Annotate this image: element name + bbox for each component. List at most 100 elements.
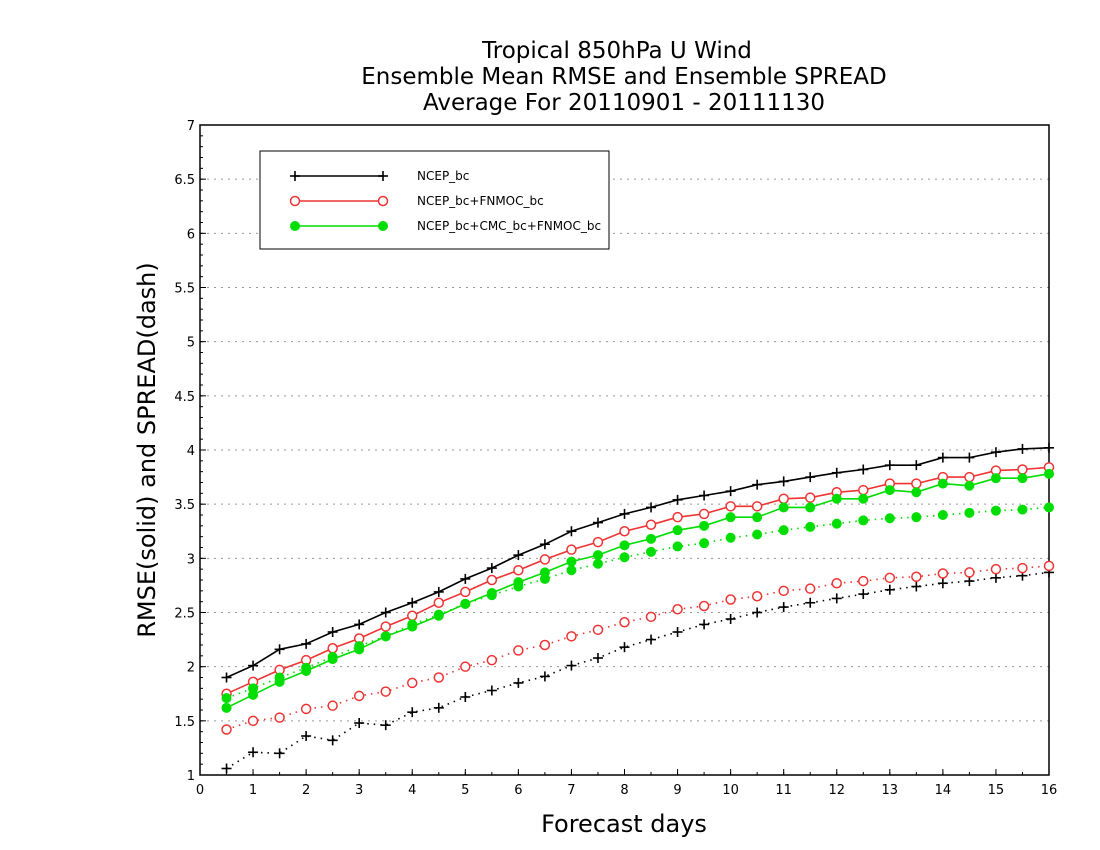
series-2-rmse-point [672, 511, 683, 523]
series-1-rmse-point [725, 486, 736, 497]
series-2-rmse-point [619, 526, 630, 537]
series-2-rmse-point [592, 536, 604, 548]
series-1-rmse-point [911, 460, 922, 471]
series-1-rmse-point [248, 660, 259, 671]
series-2-spread-point [858, 575, 869, 587]
series-2-rmse-point [778, 493, 789, 504]
series-1-rmse-point [301, 638, 312, 649]
series-1-rmse-point [1017, 443, 1028, 454]
series-3-rmse-point [725, 512, 736, 523]
y-tick-label: 6 [187, 227, 195, 242]
series-1-rmse-point [221, 672, 232, 683]
series-1-rmse-point [460, 573, 471, 584]
series-2 [221, 462, 1055, 735]
series-1-spread-point [274, 748, 285, 759]
series-2-spread-point [300, 703, 312, 715]
series-3-rmse-point [274, 676, 285, 687]
series-2-spread-point [778, 585, 789, 597]
series-2-spread-point [911, 571, 922, 582]
series-2-spread-point [884, 572, 896, 584]
series-2-rmse-point [804, 492, 816, 503]
series-2-rmse-point [407, 610, 418, 621]
series-2-rmse-point [513, 565, 524, 576]
series-1-rmse-point [805, 472, 816, 483]
series-1-rmse-point [592, 517, 603, 528]
series-2-spread-point [566, 631, 577, 642]
series-2-rmse-point [539, 554, 551, 565]
series-2-spread-point [831, 578, 842, 589]
series-3-spread-point [1017, 504, 1028, 515]
series-2-rmse-point [698, 508, 710, 520]
series-1-rmse-point [752, 479, 763, 490]
series-3-spread-point [964, 507, 975, 518]
series-3-rmse-point [672, 525, 683, 536]
series-1-rmse-point [274, 644, 285, 655]
series-1-spread-point [858, 589, 869, 600]
x-axis-label: Forecast days [541, 810, 707, 838]
series-1-spread-point [964, 576, 975, 587]
x-tick-label: 0 [196, 783, 204, 798]
series-2-spread-point [619, 617, 630, 628]
series-3-rmse-point [539, 567, 550, 578]
series-1-spread-point [566, 660, 577, 671]
series-1-rmse-point [486, 563, 497, 574]
y-axis-label: RMSE(solid) and SPREAD(dash) [133, 262, 161, 638]
series-3-rmse-point [884, 485, 895, 496]
series-3-spread-point [778, 525, 789, 536]
y-tick-label: 2.5 [174, 607, 195, 622]
series-1-spread-line [226, 571, 1050, 770]
series-1-rmse-point [354, 619, 365, 630]
legend-box [259, 150, 610, 250]
series-3-rmse-point [1017, 473, 1028, 484]
series-3-rmse-point [646, 533, 657, 544]
x-tick-label: 10 [722, 783, 739, 798]
series-3-rmse-point [301, 666, 312, 676]
series-1-rmse-point [884, 460, 895, 471]
x-tick-label: 1 [249, 783, 257, 798]
series-1-spread-point [327, 735, 338, 746]
series-3-rmse-point [831, 493, 842, 504]
series-1-spread-point [301, 731, 312, 741]
series-2-spread-point [486, 654, 498, 666]
series-3-spread-point [221, 693, 232, 704]
series-3-spread-point [672, 541, 683, 552]
series-1-spread-point [221, 763, 232, 774]
series-2-rmse-point [1017, 464, 1028, 475]
series-1-spread-point [672, 627, 683, 637]
series-3-spread-line [226, 506, 1050, 699]
series-1-spread-point [831, 593, 842, 604]
series-2-rmse-point [964, 471, 975, 483]
title-line-2: Ensemble Mean RMSE and Ensemble SPREAD [361, 64, 886, 90]
series-2-spread-point [672, 604, 683, 615]
series-2-spread-point [1017, 562, 1028, 574]
series-2-rmse-point [911, 478, 922, 489]
series-3-spread-point [831, 518, 842, 529]
series-2-spread-point [592, 624, 604, 636]
series-1-rmse-point [990, 447, 1001, 458]
series-2-rmse-point [327, 643, 338, 654]
series-3-spread-point [752, 529, 763, 540]
series-2-spread-point [698, 600, 710, 612]
series-1-rmse-point [513, 550, 524, 561]
series-1-spread-point [778, 602, 789, 613]
series-1-spread-point [619, 642, 630, 653]
series-2-rmse-point [433, 597, 445, 608]
series-1-rmse-point [858, 464, 869, 475]
series-2-spread-point [1043, 560, 1055, 572]
series-3-rmse-point [778, 502, 789, 513]
series-3-spread-point [858, 515, 869, 526]
series-2-rmse-point [566, 544, 577, 555]
series-1-spread-point [433, 702, 444, 713]
y-tick-label: 4.5 [174, 390, 195, 405]
series-3-spread-point [566, 565, 577, 576]
series-3-rmse-point [460, 598, 471, 609]
series-1-spread-point [407, 707, 418, 718]
x-tick-label: 8 [620, 783, 628, 798]
series-1-rmse-point [672, 494, 683, 505]
series-1-rmse-point [1044, 442, 1054, 453]
series-3-rmse-point [699, 520, 710, 531]
series-1 [221, 442, 1054, 774]
series-2-spread-point [751, 591, 763, 602]
series-2-spread-line [226, 565, 1050, 731]
